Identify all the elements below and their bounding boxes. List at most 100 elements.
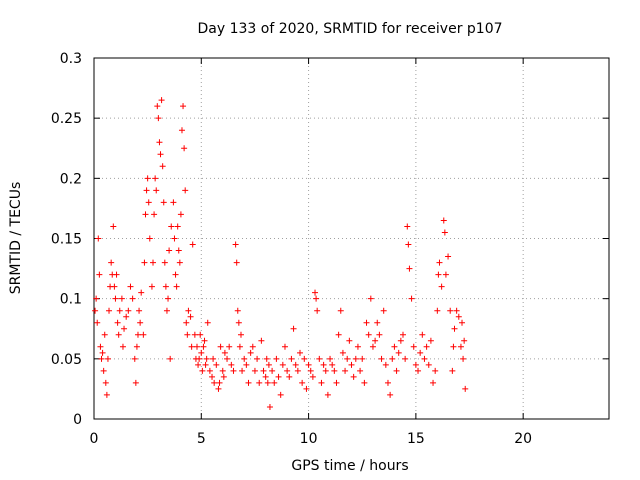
data-point [114, 319, 121, 326]
data-point [277, 391, 284, 398]
data-point [168, 223, 175, 230]
data-point [196, 355, 203, 362]
y-tick-label: 0.2 [60, 171, 82, 187]
data-point [307, 367, 314, 374]
data-point [286, 373, 293, 380]
data-point [204, 319, 211, 326]
data-point [412, 361, 419, 368]
data-point [144, 175, 151, 182]
data-point [118, 295, 125, 302]
data-point [136, 307, 143, 314]
y-tick-label: 0.1 [60, 292, 82, 308]
y-tick-label: 0 [73, 412, 82, 428]
data-point [367, 295, 374, 302]
data-point [331, 367, 338, 374]
data-point [203, 355, 210, 362]
data-point [177, 211, 184, 218]
data-point [449, 367, 456, 374]
data-point [258, 337, 265, 344]
data-point [260, 367, 267, 374]
data-point [256, 379, 263, 386]
data-point [425, 361, 432, 368]
data-point [350, 373, 357, 380]
data-point [249, 343, 256, 350]
data-point [359, 355, 366, 362]
data-point [157, 151, 164, 158]
data-point [462, 385, 469, 392]
data-point [415, 367, 422, 374]
data-point [313, 295, 320, 302]
data-point [167, 355, 174, 362]
data-point [236, 343, 243, 350]
data-point [265, 361, 272, 368]
data-point [460, 355, 467, 362]
data-point [397, 337, 404, 344]
data-point [173, 283, 180, 290]
data-point [113, 271, 120, 278]
data-point [318, 379, 325, 386]
data-point [202, 361, 209, 368]
data-point [279, 361, 286, 368]
data-point [299, 379, 306, 386]
data-point [230, 367, 237, 374]
data-point [288, 355, 295, 362]
data-point [96, 271, 103, 278]
data-point [393, 367, 400, 374]
x-tick-label: 10 [300, 431, 318, 447]
data-point [357, 367, 364, 374]
data-point [103, 391, 110, 398]
data-point [176, 259, 183, 266]
data-point [221, 349, 228, 356]
data-point [271, 379, 278, 386]
data-point [189, 241, 196, 248]
data-point [119, 343, 126, 350]
data-point [361, 379, 368, 386]
data-point [97, 343, 104, 350]
data-point [133, 343, 140, 350]
data-point [141, 259, 148, 266]
data-point [165, 295, 172, 302]
data-point [134, 331, 141, 338]
data-point [305, 361, 312, 368]
data-point [410, 343, 417, 350]
data-point [374, 319, 381, 326]
data-point [335, 331, 342, 338]
data-point [188, 343, 195, 350]
data-point [185, 307, 192, 314]
data-point [301, 355, 308, 362]
data-point [155, 115, 162, 122]
data-point [131, 355, 138, 362]
x-tick-label: 15 [407, 431, 425, 447]
data-point [132, 379, 139, 386]
data-point [170, 199, 177, 206]
data-point [342, 367, 349, 374]
data-point [102, 379, 109, 386]
data-point [247, 349, 254, 356]
data-point [432, 367, 439, 374]
data-point [430, 379, 437, 386]
data-point [191, 331, 198, 338]
data-point [104, 355, 111, 362]
data-point [264, 379, 271, 386]
data-point [442, 271, 449, 278]
data-point [110, 223, 117, 230]
data-point [440, 217, 447, 224]
data-point [352, 355, 359, 362]
data-point [159, 163, 166, 170]
data-point [365, 331, 372, 338]
data-point [372, 337, 379, 344]
data-point [101, 331, 108, 338]
data-point [210, 355, 217, 362]
data-point [94, 319, 101, 326]
y-tick-labels: 0 0.05 0.1 0.15 0.2 0.25 0.3 [51, 51, 82, 428]
data-point [216, 379, 223, 386]
data-point [162, 283, 169, 290]
data-point [461, 337, 468, 344]
data-point [201, 337, 208, 344]
data-point [436, 259, 443, 266]
data-point [215, 385, 222, 392]
data-point [151, 211, 158, 218]
data-point [395, 349, 402, 356]
data-point [262, 373, 269, 380]
